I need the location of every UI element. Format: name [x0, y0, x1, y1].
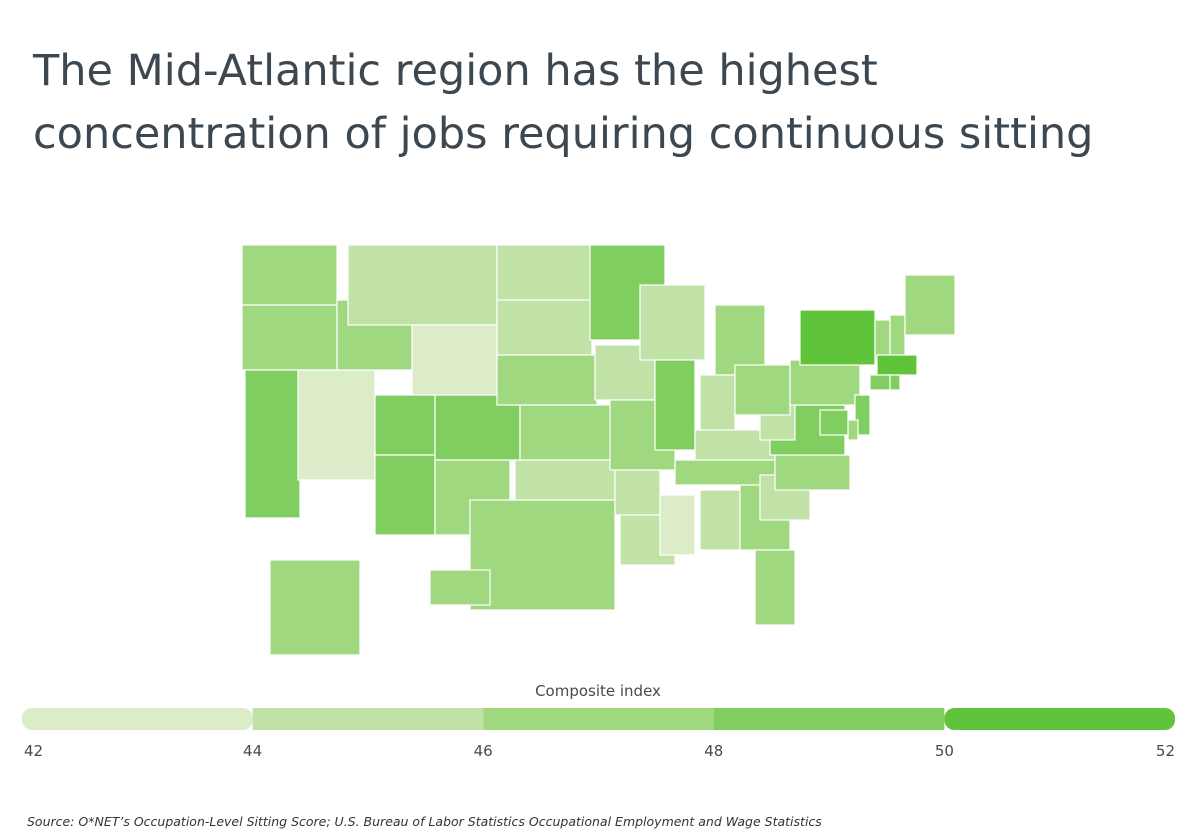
title-line: The Mid-Atlantic region has the highest: [32, 46, 878, 96]
region: [519, 404, 616, 461]
source: Source: O*NET’s Occupation-Level Sitting…: [27, 814, 822, 829]
region: [799, 309, 876, 366]
legend-swatch: [713, 708, 945, 730]
region: [847, 419, 859, 441]
legend-tick-label: 44: [243, 742, 262, 760]
region: [699, 489, 741, 551]
region: [869, 374, 891, 391]
legend-swatch: [252, 708, 484, 730]
region: [874, 319, 891, 361]
region: [297, 369, 376, 481]
legend-swatch: [483, 708, 714, 730]
legend-tick-label: 52: [1156, 742, 1175, 760]
region: [659, 494, 696, 556]
region: [244, 369, 301, 519]
region: [854, 394, 871, 436]
legend-tick-label: 50: [935, 742, 954, 760]
legend-tick-label: 48: [704, 742, 723, 760]
region: [699, 374, 736, 436]
legend-tick-label: 42: [24, 742, 43, 760]
region: [434, 394, 521, 461]
legend-tick-label: 46: [474, 742, 493, 760]
region: [714, 304, 766, 376]
region: [241, 244, 338, 306]
map: [241, 244, 956, 656]
region: [789, 359, 861, 406]
region: [819, 409, 849, 436]
region: [469, 499, 616, 611]
region: [654, 359, 696, 451]
region: [514, 459, 616, 501]
region: [374, 394, 436, 456]
region: [374, 454, 436, 536]
legend-title: Composite index: [535, 682, 661, 700]
region: [429, 569, 491, 606]
region: [614, 469, 661, 516]
region: [411, 324, 498, 396]
region: [347, 244, 498, 326]
region: [889, 374, 901, 391]
region: [496, 244, 593, 301]
legend-swatch: [944, 708, 1175, 730]
region: [889, 314, 906, 361]
region: [904, 274, 956, 336]
region: [496, 299, 593, 356]
region: [876, 354, 918, 376]
legend: 42 44 46 48 50 52: [22, 708, 1175, 760]
region: [774, 454, 851, 491]
title-line: concentration of jobs requiring continuo…: [33, 109, 1093, 159]
region: [734, 364, 791, 416]
region: [639, 284, 706, 361]
region: [241, 304, 338, 371]
region: [496, 354, 598, 406]
legend-swatch: [22, 708, 253, 730]
region: [754, 549, 796, 626]
region: [269, 559, 361, 656]
